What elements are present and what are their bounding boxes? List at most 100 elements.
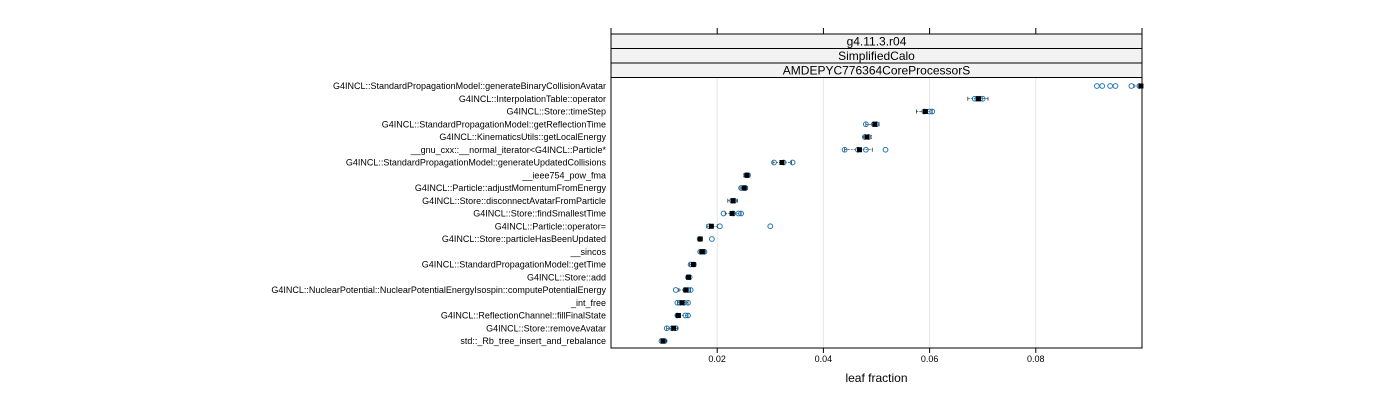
row-label: G4INCL::ReflectionChannel::fillFinalStat… (441, 311, 606, 321)
row-14: G4INCL::StandardPropagationModel::getTim… (422, 260, 697, 270)
strip-headers: g4.11.3.r04SimplifiedCaloAMDEPYC776364Co… (610, 33, 1143, 78)
row-17: _int_free (570, 298, 691, 308)
median-marker (922, 109, 928, 114)
run-point (1107, 83, 1114, 89)
run-point (771, 159, 777, 166)
median-marker (857, 147, 863, 153)
row-19: G4INCL::Store::removeAvatar (486, 323, 679, 333)
row-13: __sincos (569, 247, 708, 257)
row-label: G4INCL::Store::add (527, 272, 606, 282)
run-point (1128, 83, 1135, 89)
run-point (789, 159, 796, 166)
median-marker (660, 338, 666, 344)
x-tick-label-1: 0.04 (815, 354, 833, 364)
run-point (1099, 83, 1106, 89)
plot-frame (610, 77, 1143, 349)
row-2: G4INCL::Store::timeStep (506, 107, 936, 117)
strip-label-2: AMDEPYC776364CoreProcessorS (783, 64, 970, 78)
run-point (720, 210, 727, 217)
run-point (672, 287, 679, 293)
row-3: G4INCL::StandardPropagationModel::getRef… (382, 119, 880, 129)
run-point (841, 146, 848, 153)
row-label: G4INCL::StandardPropagationModel::genera… (333, 81, 606, 91)
row-12: G4INCL::Store::particleHasBeenUpdated (442, 234, 715, 244)
median-marker (686, 274, 692, 280)
median-marker (683, 287, 689, 293)
row-label: G4INCL::Store::particleHasBeenUpdated (442, 234, 606, 244)
median-marker (690, 262, 696, 267)
row-15: G4INCL::Store::add (527, 272, 693, 282)
row-6: G4INCL::StandardPropagationModel::genera… (346, 158, 796, 168)
row-label: G4INCL::NuclearPotential::NuclearPotenti… (271, 285, 606, 295)
row-label: G4INCL::Store::disconnectAvatarFromParti… (422, 196, 606, 206)
median-marker (779, 160, 785, 165)
x-axis-title: leaf fraction (845, 371, 907, 385)
run-point (663, 325, 670, 332)
run-point (738, 210, 744, 217)
row-18: G4INCL::ReflectionChannel::fillFinalStat… (441, 311, 691, 321)
run-point (685, 299, 691, 306)
row-label: G4INCL::Store::removeAvatar (486, 323, 606, 333)
data-rows: G4INCL::StandardPropagationModel::genera… (271, 81, 1144, 346)
row-5: __gnu_cxx::__normal_iterator<G4INCL::Par… (410, 145, 889, 155)
row-label: std::_Rb_tree_insert_and_rebalance (460, 336, 606, 346)
run-point (1093, 83, 1100, 89)
row-label: G4INCL::InterpolationTable::operator (459, 94, 606, 104)
strip-label-0: g4.11.3.r04 (847, 35, 907, 49)
median-marker (975, 96, 981, 102)
row-4: G4INCL::KinematicsUtils::getLocalEnergy (439, 132, 872, 142)
median-marker (744, 172, 750, 178)
x-axis: 0.02 0.04 0.06 0.08 (610, 28, 1143, 364)
row-label: __ieee754_pow_fma (521, 170, 606, 180)
row-label: G4INCL::StandardPropagationModel::getTim… (422, 260, 606, 270)
median-marker (729, 211, 735, 216)
grid-layer (716, 77, 1037, 348)
row-10: G4INCL::Store::findSmallestTime (473, 209, 744, 219)
x-tick-label-3: 0.08 (1027, 354, 1045, 364)
median-marker (1138, 83, 1144, 89)
median-marker (708, 223, 714, 229)
row-9: G4INCL::Store::disconnectAvatarFromParti… (422, 196, 738, 206)
median-marker (741, 185, 747, 191)
row-11: G4INCL::Particle::operator= (495, 221, 774, 231)
row-label: G4INCL::Particle::adjustMomentumFromEner… (415, 183, 607, 193)
row-16: G4INCL::NuclearPotential::NuclearPotenti… (271, 285, 694, 295)
row-1: G4INCL::InterpolationTable::operator (459, 94, 989, 104)
run-point (708, 236, 715, 242)
strip-label-1: SimplifiedCalo (838, 49, 915, 63)
row-7: __ieee754_pow_fma (521, 170, 751, 180)
row-0: G4INCL::StandardPropagationModel::genera… (333, 81, 1144, 91)
x-tick-label-0: 0.02 (708, 354, 726, 364)
row-label: __gnu_cxx::__normal_iterator<G4INCL::Par… (410, 145, 607, 155)
run-point (1112, 83, 1119, 89)
run-point (735, 210, 742, 217)
median-marker (679, 300, 685, 306)
run-point (767, 223, 774, 230)
row-label: G4INCL::StandardPropagationModel::getRef… (382, 119, 606, 129)
row-8: G4INCL::Particle::adjustMomentumFromEner… (415, 183, 749, 193)
row-label: G4INCL::Store::findSmallestTime (473, 209, 606, 219)
row-label: _int_free (570, 298, 606, 308)
run-point (929, 108, 936, 115)
median-marker (671, 325, 677, 331)
row-label: __sincos (569, 247, 606, 257)
median-marker (730, 198, 736, 204)
row-label: G4INCL::KinematicsUtils::getLocalEnergy (439, 132, 606, 142)
row-label: G4INCL::Store::timeStep (506, 107, 606, 117)
median-marker (864, 134, 870, 140)
median-marker (872, 121, 878, 127)
run-point (862, 121, 869, 128)
run-point (882, 146, 889, 153)
run-point (685, 312, 691, 319)
x-tick-label-2: 0.06 (921, 354, 939, 364)
median-marker (675, 313, 681, 318)
median-marker (697, 236, 703, 242)
row-label: G4INCL::StandardPropagationModel::genera… (346, 158, 607, 168)
run-point (682, 312, 689, 319)
row-20: std::_Rb_tree_insert_and_rebalance (460, 336, 668, 346)
run-point (716, 223, 723, 230)
row-label: G4INCL::Particle::operator= (495, 221, 606, 231)
median-marker (699, 249, 705, 255)
run-point (862, 146, 869, 153)
